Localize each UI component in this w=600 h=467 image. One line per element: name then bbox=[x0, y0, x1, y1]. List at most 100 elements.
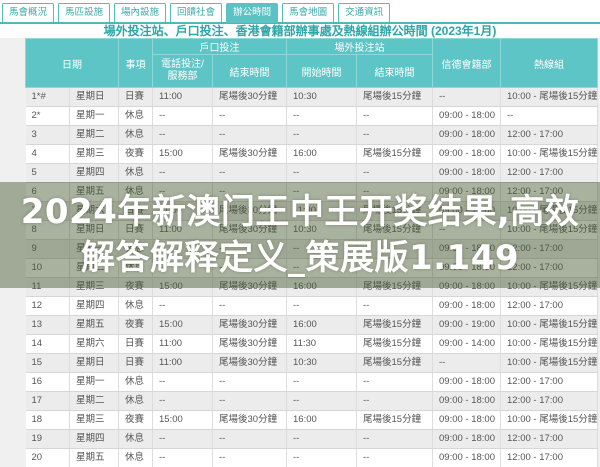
cell-offcourse-start-time: -- bbox=[286, 372, 357, 392]
cell-account-end-time: -- bbox=[212, 182, 287, 202]
cell-membership-hours: 09:00 - 18:00 bbox=[432, 410, 501, 430]
cell-offcourse-start-time: 10:30 bbox=[286, 220, 357, 240]
table-row: 12 星期四 休息 -- -- -- -- 09:00 - 18:00 12:0… bbox=[25, 296, 598, 316]
cell-weekday: 星期一 bbox=[69, 239, 119, 259]
cell-hotline-hours: 12:00 - 17:00 bbox=[500, 429, 598, 449]
nav-tab-6[interactable]: 交通資訊 bbox=[338, 3, 391, 23]
cell-phone-service-time: 15:00 bbox=[152, 277, 213, 297]
cell-event-type: 休息 bbox=[118, 429, 153, 449]
cell-account-end-time: -- bbox=[212, 239, 287, 259]
cell-offcourse-end-time: -- bbox=[356, 296, 433, 316]
cell-weekday: 星期一 bbox=[69, 372, 119, 392]
cell-day-number: 15 bbox=[25, 353, 70, 373]
cell-phone-service-time: -- bbox=[152, 163, 213, 183]
cell-event-type: 夜賽 bbox=[118, 315, 153, 335]
table-row: 19 星期四 休息 -- -- -- -- 09:00 - 18:00 12:0… bbox=[25, 429, 598, 449]
cell-hotline-hours: 12:00 - 17:00 bbox=[500, 258, 598, 278]
cell-weekday: 星期三 bbox=[69, 277, 119, 297]
cell-phone-service-time: 11:00 bbox=[152, 220, 213, 240]
cell-phone-service-time: -- bbox=[152, 125, 213, 145]
cell-phone-service-time: 11:00 bbox=[152, 201, 213, 221]
cell-membership-hours: 09:00 - 18:00 bbox=[432, 106, 501, 126]
cell-weekday: 星期日 bbox=[69, 87, 119, 107]
cell-event-type: 休息 bbox=[118, 258, 153, 278]
cell-hotline-hours: 12:00 - 17:00 bbox=[500, 182, 598, 202]
cell-offcourse-end-time: -- bbox=[356, 106, 433, 126]
cell-offcourse-start-time: 10:30 bbox=[286, 353, 357, 373]
table-row: 17 星期二 休息 -- -- -- -- 09:00 - 18:00 12:0… bbox=[25, 391, 598, 411]
nav-tab-2[interactable]: 場內設施 bbox=[114, 3, 167, 23]
cell-offcourse-start-time: 11:30 bbox=[286, 334, 357, 354]
cell-day-number: 17 bbox=[25, 391, 70, 411]
table-row: 16 星期一 休息 -- -- -- -- 09:00 - 18:00 12:0… bbox=[25, 372, 598, 392]
cell-membership-hours: 09:00 - 18:00 bbox=[432, 182, 501, 202]
cell-hotline-hours: 12:00 - 17:00 bbox=[500, 391, 598, 411]
schedule-table-wrap: 日期 事項 戶口投注 場外投注站 信德會籍部 熱線組 電話投注/ 服務部 結束時… bbox=[0, 38, 600, 467]
cell-weekday: 星期二 bbox=[69, 391, 119, 411]
cell-phone-service-time: -- bbox=[152, 448, 213, 467]
table-row: 11 星期三 夜賽 15:00 尾場後30分鐘 16:00 尾場後15分鐘 09… bbox=[25, 277, 598, 297]
cell-account-end-time: 尾場後30分鐘 bbox=[212, 353, 287, 373]
cell-weekday: 星期一 bbox=[69, 106, 119, 126]
cell-hotline-hours: 10:00 - 尾場後15分鐘 bbox=[500, 277, 598, 297]
cell-account-end-time: -- bbox=[212, 296, 287, 316]
cell-account-end-time: 尾場後30分鐘 bbox=[212, 144, 287, 164]
table-row: 20 星期五 休息 -- -- -- -- 09:00 - 18:00 12:0… bbox=[25, 448, 598, 467]
cell-membership-hours: -- bbox=[432, 87, 501, 107]
cell-membership-hours: 09:00 - 18:00 bbox=[432, 429, 501, 449]
table-row: 10 星期二 休息 -- -- -- -- 09:00 - 18:00 12:0… bbox=[25, 258, 598, 278]
cell-day-number: 1*# bbox=[25, 87, 70, 107]
nav-tab-5[interactable]: 馬會地圖 bbox=[282, 3, 335, 23]
cell-offcourse-start-time: 16:00 bbox=[286, 144, 357, 164]
cell-phone-service-time: -- bbox=[152, 296, 213, 316]
nav-tab-1[interactable]: 馬匹設施 bbox=[58, 3, 111, 23]
cell-membership-hours: 09:00 - 18:00 bbox=[432, 239, 501, 259]
cell-phone-service-time: -- bbox=[152, 106, 213, 126]
cell-phone-service-time: -- bbox=[152, 258, 213, 278]
cell-membership-hours: 09:00 - 18:00 bbox=[432, 372, 501, 392]
cell-membership-hours: 09:00 - 14:00 bbox=[432, 201, 501, 221]
cell-event-type: 休息 bbox=[118, 239, 153, 259]
cell-weekday: 星期五 bbox=[69, 182, 119, 202]
header-membership: 信德會籍部 bbox=[432, 38, 501, 88]
cell-weekday: 星期四 bbox=[69, 296, 119, 316]
cell-offcourse-start-time: -- bbox=[286, 163, 357, 183]
cell-account-end-time: 尾場後30分鐘 bbox=[212, 410, 287, 430]
cell-offcourse-end-time: 尾場後15分鐘 bbox=[356, 201, 433, 221]
cell-offcourse-end-time: 尾場後15分鐘 bbox=[356, 315, 433, 335]
cell-offcourse-start-time: -- bbox=[286, 239, 357, 259]
header-hotline: 熱線組 bbox=[500, 38, 598, 88]
cell-offcourse-end-time: 尾場後15分鐘 bbox=[356, 144, 433, 164]
schedule-table: 日期 事項 戶口投注 場外投注站 信德會籍部 熱線組 電話投注/ 服務部 結束時… bbox=[25, 38, 598, 467]
cell-event-type: 日賽 bbox=[118, 353, 153, 373]
cell-event-type: 休息 bbox=[118, 125, 153, 145]
cell-offcourse-end-time: 尾場後15分鐘 bbox=[356, 277, 433, 297]
cell-event-type: 夜賽 bbox=[118, 277, 153, 297]
cell-day-number: 8 bbox=[25, 220, 70, 240]
cell-account-end-time: -- bbox=[212, 163, 287, 183]
nav-tab-0[interactable]: 馬會概況 bbox=[2, 3, 55, 23]
cell-account-end-time: -- bbox=[212, 125, 287, 145]
schedule-table-body: 1*# 星期日 日賽 11:00 尾場後30分鐘 10:30 尾場後15分鐘 -… bbox=[25, 87, 598, 467]
cell-offcourse-end-time: -- bbox=[356, 239, 433, 259]
cell-membership-hours: 09:00 - 19:00 bbox=[432, 315, 501, 335]
cell-event-type: 休息 bbox=[118, 372, 153, 392]
cell-offcourse-start-time: -- bbox=[286, 296, 357, 316]
cell-day-number: 13 bbox=[25, 315, 70, 335]
cell-membership-hours: 09:00 - 18:00 bbox=[432, 296, 501, 316]
nav-tab-4[interactable]: 辦公時間 bbox=[226, 3, 279, 23]
cell-phone-service-time: 15:00 bbox=[152, 144, 213, 164]
table-row: 8 星期日 日賽 11:00 尾場後30分鐘 10:30 尾場後15分鐘 -- … bbox=[25, 220, 598, 240]
cell-day-number: 6 bbox=[25, 182, 70, 202]
cell-account-end-time: -- bbox=[212, 448, 287, 467]
cell-hotline-hours: 10:00 - 尾場後15分鐘 bbox=[500, 410, 598, 430]
nav-tab-3[interactable]: 回饋社會 bbox=[170, 3, 223, 23]
cell-event-type: 休息 bbox=[118, 182, 153, 202]
cell-account-end-time: 尾場後30分鐘 bbox=[212, 201, 287, 221]
cell-offcourse-end-time: -- bbox=[356, 163, 433, 183]
cell-hotline-hours: 10:00 - 尾場後15分鐘 bbox=[500, 220, 598, 240]
cell-offcourse-end-time: 尾場後15分鐘 bbox=[356, 220, 433, 240]
cell-phone-service-time: -- bbox=[152, 391, 213, 411]
cell-event-type: 休息 bbox=[118, 296, 153, 316]
page-title: 場外投注站、戶口投注、香港會籍部辦事處及熱線組辦公時間 (2023年1月) bbox=[103, 24, 497, 38]
